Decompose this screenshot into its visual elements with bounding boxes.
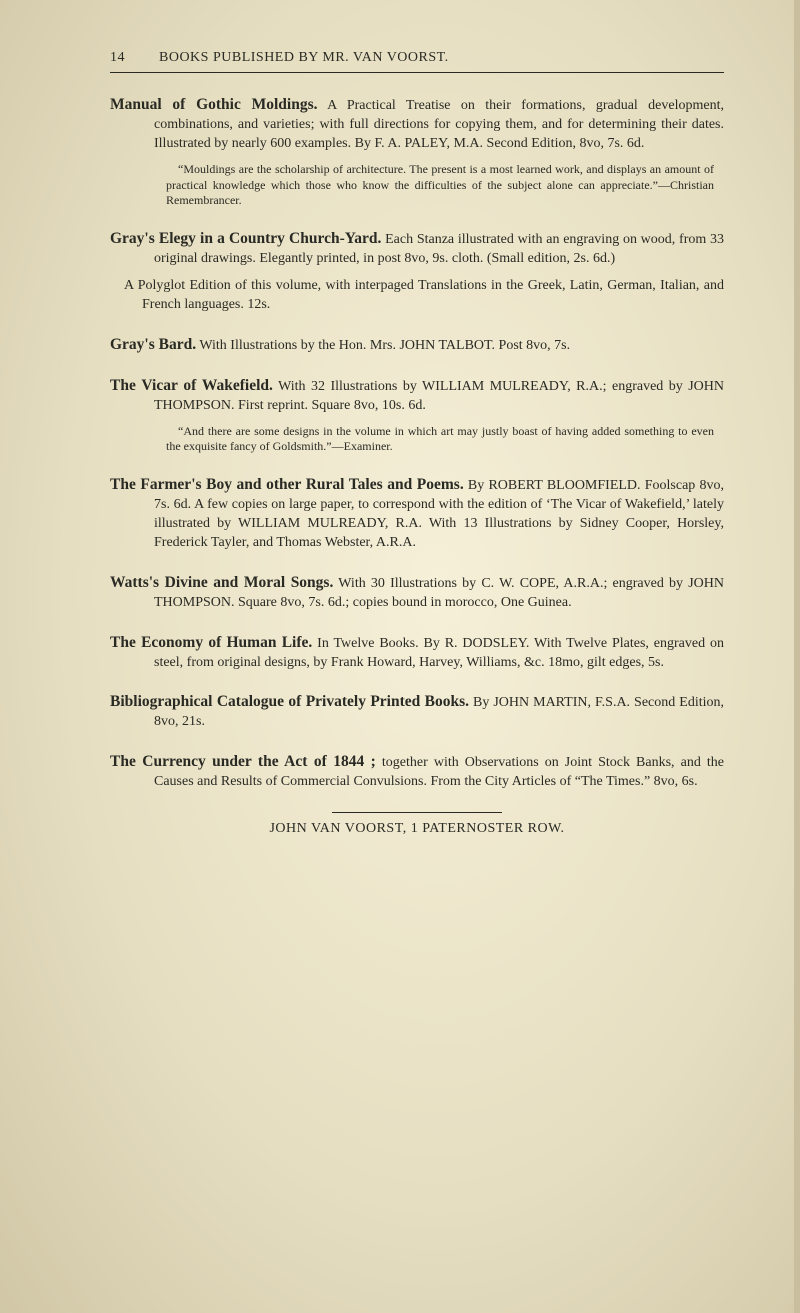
- page: 14 BOOKS PUBLISHED BY MR. VAN VOORST. Ma…: [0, 0, 800, 1313]
- entry-farmers-boy-title: The Farmer's Boy and other Rural Tales a…: [110, 476, 464, 493]
- entry-manual: Manual of Gothic Moldings. A Practical T…: [110, 95, 724, 209]
- entry-economy-text: The Economy of Human Life. In Twelve Boo…: [110, 633, 724, 673]
- entry-watts-title: Watts's Divine and Moral Songs.: [110, 574, 333, 591]
- entry-vicar-title: The Vicar of Wakefield.: [110, 377, 273, 394]
- footer-rule: [332, 812, 502, 813]
- entry-currency-text: The Currency under the Act of 1844 ; tog…: [110, 752, 724, 792]
- entry-grays-elegy-title: Gray's Elegy in a Country Church-Yard.: [110, 230, 381, 247]
- entry-currency-title: The Currency under the Act of 1844 ;: [110, 753, 376, 770]
- footer-imprint: JOHN VAN VOORST, 1 PATERNOSTER ROW.: [110, 821, 724, 837]
- entry-biblio-text: Bibliographical Catalogue of Privately P…: [110, 692, 724, 732]
- entry-farmers-boy: The Farmer's Boy and other Rural Tales a…: [110, 475, 724, 553]
- entry-biblio: Bibliographical Catalogue of Privately P…: [110, 692, 724, 732]
- entry-grays-bard: Gray's Bard. With Illustrations by the H…: [110, 335, 724, 356]
- entry-watts: Watts's Divine and Moral Songs. With 30 …: [110, 573, 724, 613]
- entry-manual-title: Manual of Gothic Moldings.: [110, 96, 318, 113]
- entry-vicar-quote: “And there are some designs in the volum…: [110, 424, 724, 456]
- entry-currency: The Currency under the Act of 1844 ; tog…: [110, 752, 724, 792]
- entry-economy: The Economy of Human Life. In Twelve Boo…: [110, 633, 724, 673]
- entry-manual-quote: “Mouldings are the scholarship of archit…: [110, 162, 724, 209]
- entry-watts-text: Watts's Divine and Moral Songs. With 30 …: [110, 573, 724, 613]
- entry-grays-bard-text: Gray's Bard. With Illustrations by the H…: [110, 335, 724, 356]
- entry-grays-elegy-sub: A Polyglot Edition of this volume, with …: [110, 277, 724, 315]
- entry-grays-bard-title: Gray's Bard.: [110, 336, 196, 353]
- entry-grays-elegy-text: Gray's Elegy in a Country Church-Yard. E…: [110, 229, 724, 269]
- running-head-text: BOOKS PUBLISHED BY MR. VAN VOORST.: [159, 50, 449, 65]
- head-rule: [110, 72, 724, 73]
- entry-vicar-text: The Vicar of Wakefield. With 32 Illustra…: [110, 376, 724, 416]
- running-head: 14 BOOKS PUBLISHED BY MR. VAN VOORST.: [110, 50, 724, 66]
- entry-grays-bard-body: With Illustrations by the Hon. Mrs. JOHN…: [196, 338, 570, 353]
- entry-manual-text: Manual of Gothic Moldings. A Practical T…: [110, 95, 724, 154]
- entry-vicar: The Vicar of Wakefield. With 32 Illustra…: [110, 376, 724, 455]
- entry-grays-elegy: Gray's Elegy in a Country Church-Yard. E…: [110, 229, 724, 315]
- entry-economy-title: The Economy of Human Life.: [110, 634, 312, 651]
- content-area: 14 BOOKS PUBLISHED BY MR. VAN VOORST. Ma…: [110, 50, 724, 837]
- page-number: 14: [110, 50, 125, 65]
- entry-farmers-boy-text: The Farmer's Boy and other Rural Tales a…: [110, 475, 724, 553]
- entry-biblio-title: Bibliographical Catalogue of Privately P…: [110, 693, 469, 710]
